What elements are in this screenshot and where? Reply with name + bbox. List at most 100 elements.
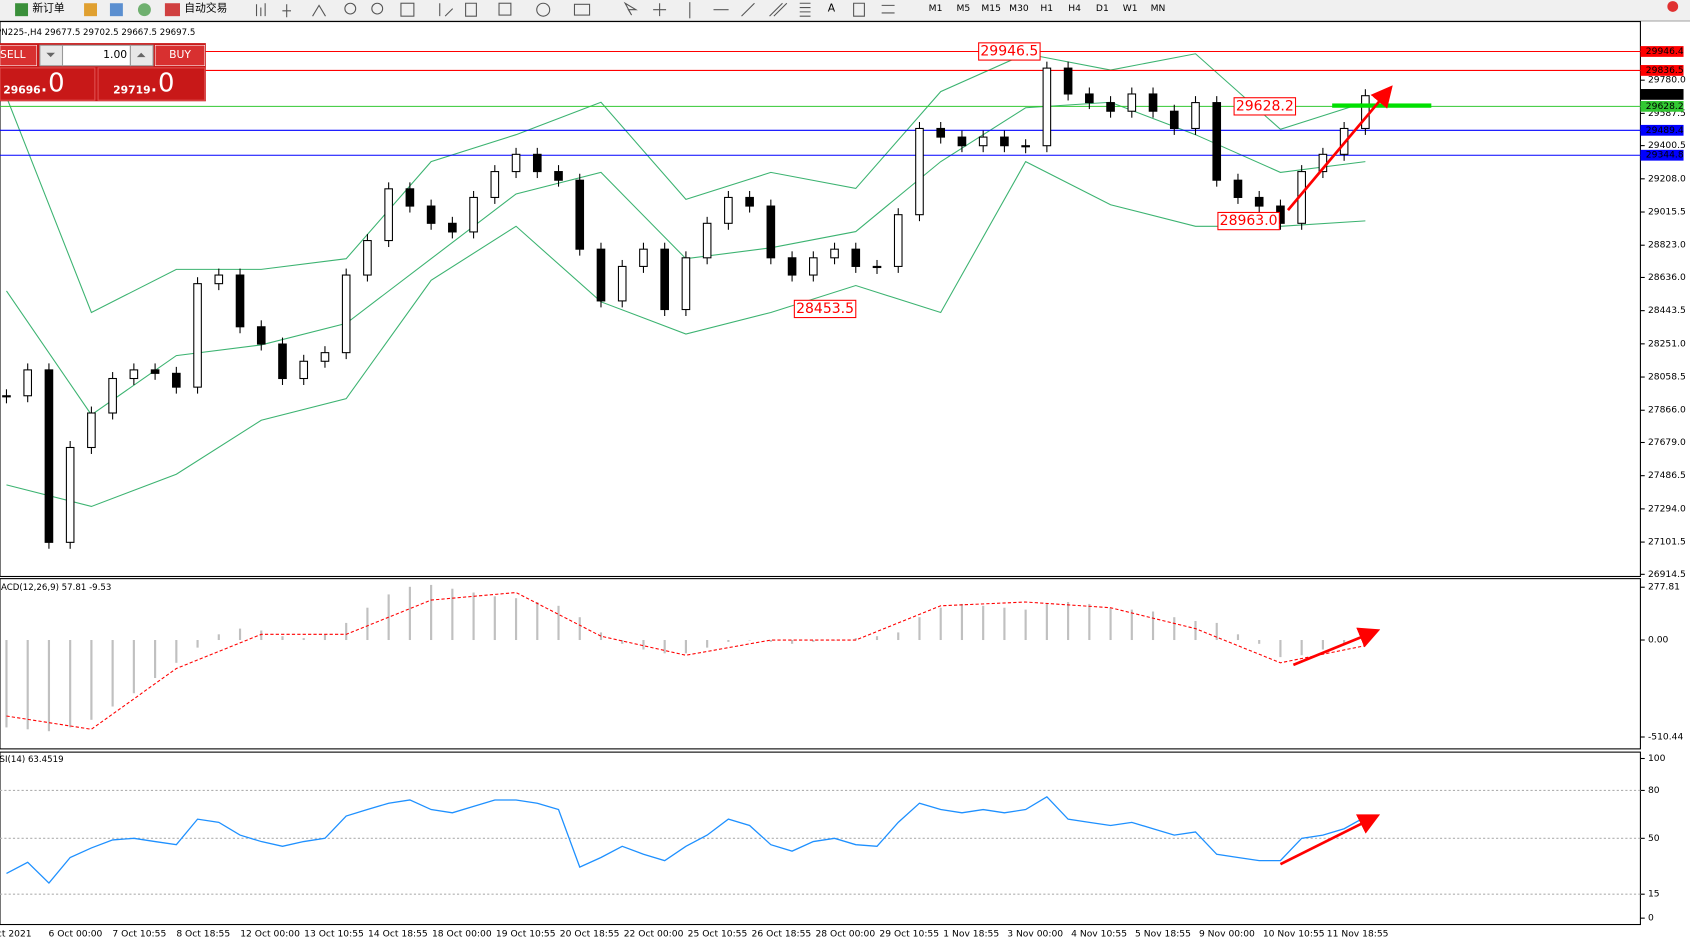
price-level-label: 29946.4	[1646, 46, 1684, 57]
y-tick-label: 29015.5	[1648, 207, 1686, 218]
candle	[490, 171, 500, 198]
x-axis-label: 14 Oct 18:55	[368, 929, 428, 940]
x-axis-label: 5 Nov 18:55	[1135, 929, 1191, 940]
y-tick-label: 0.00	[1648, 635, 1669, 646]
timeframe[interactable]: M1	[929, 3, 943, 14]
price-annotation: 29946.5	[980, 43, 1038, 59]
y-tick-label: 50	[1648, 833, 1660, 844]
candle	[660, 248, 669, 311]
notification[interactable]	[1667, 1, 1679, 12]
timeframe[interactable]: M30	[1009, 3, 1029, 14]
macd-bar	[493, 596, 496, 641]
macd-bar	[557, 605, 560, 641]
macd-bar	[408, 586, 411, 641]
candle	[1233, 179, 1243, 198]
buy-label[interactable]: BUY	[169, 48, 191, 61]
trend-arrow	[1292, 627, 1381, 667]
ask-fraction[interactable]: .0	[150, 69, 175, 99]
timeframe[interactable]: MN	[1151, 3, 1166, 14]
macd-bar	[918, 617, 921, 641]
symbol-header: JPN225-,H4 29677.5 29702.5 29667.5 29697…	[0, 28, 195, 38]
toolbar-icons[interactable]	[255, 1, 895, 19]
macd-bar	[175, 640, 178, 663]
candle	[809, 257, 818, 276]
lot-size[interactable]: 1.00	[103, 48, 127, 61]
macd-bar	[1258, 640, 1261, 644]
bollinger-lower	[6, 160, 1366, 508]
macd-bar	[1300, 640, 1303, 656]
macd-bar	[875, 636, 879, 641]
candle	[23, 369, 33, 397]
price-annotation: 29628.2	[1236, 98, 1294, 114]
candle	[1169, 110, 1179, 130]
tool-icon[interactable]	[109, 3, 123, 17]
bid-box[interactable]	[0, 67, 96, 101]
macd-bar	[663, 640, 666, 654]
macd-bar	[69, 640, 72, 728]
candle	[639, 248, 648, 267]
sell-label[interactable]: SELL	[0, 48, 26, 61]
x-axis-label: 19 Oct 10:55	[496, 929, 556, 940]
macd-signal	[6, 591, 1366, 730]
candle	[915, 127, 924, 216]
bid[interactable]: 29696	[3, 84, 40, 97]
ask-box[interactable]	[97, 67, 206, 101]
price-level-tag	[1640, 124, 1684, 136]
macd-bar	[1236, 634, 1240, 641]
timeframe[interactable]: M5	[956, 3, 970, 14]
bid-fraction[interactable]: .0	[40, 69, 65, 99]
sell-button[interactable]	[0, 44, 37, 66]
macd-bar	[111, 640, 114, 707]
y-tick-label: 27486.5	[1648, 470, 1686, 481]
macd-bar	[1109, 607, 1112, 641]
price-annotation-box	[1233, 97, 1297, 116]
y-tick-label: 26914.5	[1648, 569, 1686, 580]
y-tick-label: 80	[1648, 785, 1660, 796]
macd-bar	[599, 632, 603, 641]
timeframe[interactable]: W1	[1123, 3, 1138, 14]
timeframe[interactable]: M15	[981, 3, 1001, 14]
candle	[129, 369, 139, 380]
macd-bar	[982, 605, 985, 641]
candle	[278, 343, 287, 380]
x-axis-label: 20 Oct 18:55	[560, 929, 620, 940]
auto-trading[interactable]: 自动交易	[184, 2, 227, 15]
timeframes: M1 M5 M15 M30 H1 H4 D1 W1 MN	[929, 3, 1166, 14]
last-price-tag	[1640, 89, 1684, 100]
tool-icon[interactable]	[84, 3, 98, 17]
x-axis-label: 4 Nov 10:55	[1071, 929, 1127, 940]
y-tick-label: -510.44	[1648, 732, 1684, 743]
macd-bar	[791, 640, 794, 644]
buy-button[interactable]	[154, 44, 206, 66]
x-axis-label: 9 Nov 00:00	[1199, 929, 1255, 940]
ask[interactable]: 29719	[113, 84, 150, 97]
tool-icon[interactable]	[137, 3, 151, 17]
macd-bar	[812, 640, 815, 642]
x-axis-label: 28 Oct 00:00	[815, 929, 875, 940]
timeframe[interactable]: H1	[1040, 3, 1053, 14]
y-tick-label: 29400.5	[1648, 140, 1686, 151]
timeframe[interactable]: H4	[1068, 3, 1081, 14]
price-level-tag	[1640, 100, 1684, 112]
macd-bar	[451, 588, 454, 641]
new-order[interactable]: 新订单	[32, 2, 65, 15]
candle	[1063, 67, 1073, 95]
one-click-trading: SELL 1.00 BUY 29696 .0 29719 .0	[0, 43, 206, 102]
macd-bar	[514, 598, 518, 641]
candle	[596, 248, 606, 302]
candle	[1127, 93, 1137, 112]
new-order-icon[interactable]	[15, 3, 29, 17]
macd-bar	[748, 640, 751, 641]
candle	[108, 377, 117, 414]
last-price: 29697.5	[1646, 89, 1684, 100]
y-tick-label: 100	[1648, 753, 1666, 764]
x-axis-label: 13 Oct 10:55	[304, 929, 364, 940]
candle	[1106, 102, 1115, 112]
text-tool[interactable]: A	[828, 2, 836, 15]
macd-bar	[769, 640, 772, 642]
timeframe[interactable]: D1	[1096, 3, 1109, 14]
candle	[617, 265, 627, 302]
auto-trading-icon[interactable]	[164, 3, 180, 17]
y-tick-label: 28636.0	[1648, 272, 1686, 283]
price-level-label: 29628.2	[1646, 101, 1684, 112]
